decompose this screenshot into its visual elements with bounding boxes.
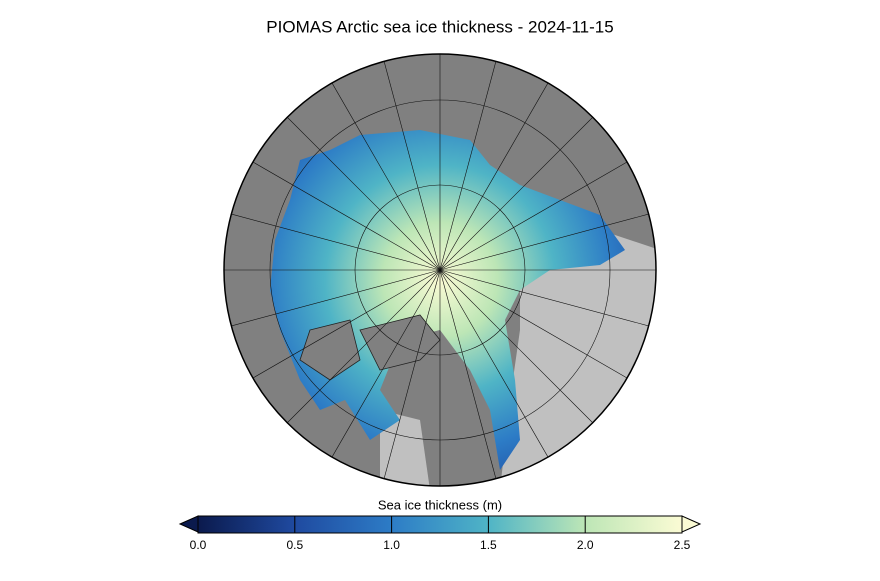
colorbar-extend-min — [178, 515, 199, 533]
meridian — [287, 269, 441, 423]
map-title: PIOMAS Arctic sea ice thickness - 2024-1… — [266, 17, 613, 36]
greenland-coast — [359, 314, 441, 371]
meridian — [439, 82, 549, 271]
map-frame — [223, 53, 657, 487]
graticule — [224, 54, 656, 486]
masked-ocean — [380, 410, 430, 486]
meridian — [439, 269, 497, 479]
meridian — [252, 269, 441, 379]
meridian — [231, 213, 441, 271]
sea-ice — [270, 130, 625, 470]
meridian — [383, 61, 441, 271]
colorbar-tick-label: 1.5 — [480, 538, 497, 552]
colorbar-label: Sea ice thickness (m) — [378, 497, 502, 512]
colorbar — [197, 515, 683, 534]
meridian — [439, 61, 497, 271]
meridian — [439, 117, 593, 271]
meridian — [439, 269, 649, 327]
colorbar-tick-label: 0.5 — [286, 538, 303, 552]
meridian — [439, 161, 628, 271]
colorbar-tick-label: 2.5 — [674, 538, 691, 552]
colorbar-tick-label: 2.0 — [577, 538, 594, 552]
map — [224, 54, 656, 486]
meridian — [252, 161, 441, 271]
colorbar-tick-label: 1.0 — [383, 538, 400, 552]
colorbar-extend-max — [681, 515, 702, 533]
meridian — [439, 269, 593, 423]
meridian — [331, 269, 441, 458]
meridian — [383, 269, 441, 479]
meridian — [439, 269, 549, 458]
meridian — [439, 213, 649, 271]
meridian — [231, 269, 441, 327]
colorbar-tick-label: 0.0 — [190, 538, 207, 552]
meridian — [439, 269, 628, 379]
meridian — [331, 82, 441, 271]
meridian — [287, 117, 441, 271]
